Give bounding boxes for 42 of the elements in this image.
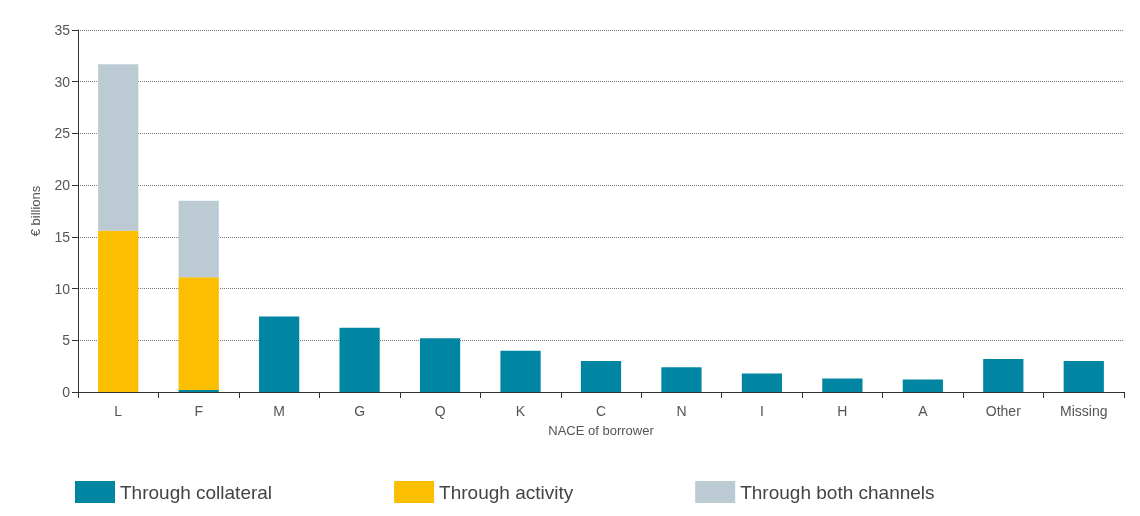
x-tick-label: F bbox=[194, 403, 203, 419]
bar bbox=[178, 200, 219, 278]
legend-label: Through both channels bbox=[740, 481, 935, 503]
x-tick-label: C bbox=[595, 403, 607, 419]
x-tick-label: Other bbox=[985, 403, 1022, 419]
x-tick-label: I bbox=[759, 403, 764, 419]
bar bbox=[339, 327, 380, 392]
y-tick-label: 25 bbox=[54, 125, 71, 142]
bar bbox=[178, 277, 219, 390]
x-tick-label: M bbox=[273, 403, 285, 419]
y-axis-title: € billions bbox=[28, 185, 43, 237]
y-tick-label: 15 bbox=[54, 228, 71, 245]
y-tick-label: 10 bbox=[54, 280, 71, 297]
bar bbox=[1063, 360, 1104, 392]
x-axis-title: NACE of borrower bbox=[548, 423, 655, 438]
y-tick-label: 0 bbox=[62, 384, 71, 400]
x-tick-label: H bbox=[837, 403, 848, 419]
x-tick-label: L bbox=[114, 403, 123, 419]
y-tick-label: 20 bbox=[54, 177, 71, 194]
bar bbox=[902, 379, 943, 392]
x-tick-label: N bbox=[676, 403, 687, 419]
y-tick-label: 5 bbox=[62, 332, 71, 349]
x-tick-label: A bbox=[918, 403, 929, 419]
bar bbox=[661, 367, 702, 392]
bar bbox=[500, 350, 541, 392]
bar bbox=[741, 373, 783, 392]
bar bbox=[178, 389, 219, 392]
x-tick-label: Missing bbox=[1060, 403, 1108, 419]
bar bbox=[822, 378, 863, 392]
y-tick-label: 35 bbox=[54, 22, 71, 38]
x-tick-label: G bbox=[354, 403, 366, 419]
bar bbox=[983, 358, 1024, 392]
bar bbox=[98, 64, 139, 231]
bar bbox=[580, 360, 622, 392]
legend-label: Through activity bbox=[439, 481, 574, 503]
bar bbox=[419, 338, 461, 392]
bar bbox=[98, 230, 139, 392]
legend-label: Through collateral bbox=[120, 481, 273, 503]
bar bbox=[259, 316, 300, 392]
x-tick-label: Q bbox=[434, 403, 446, 419]
y-tick-label: 30 bbox=[54, 73, 71, 90]
x-tick-label: K bbox=[515, 403, 526, 419]
